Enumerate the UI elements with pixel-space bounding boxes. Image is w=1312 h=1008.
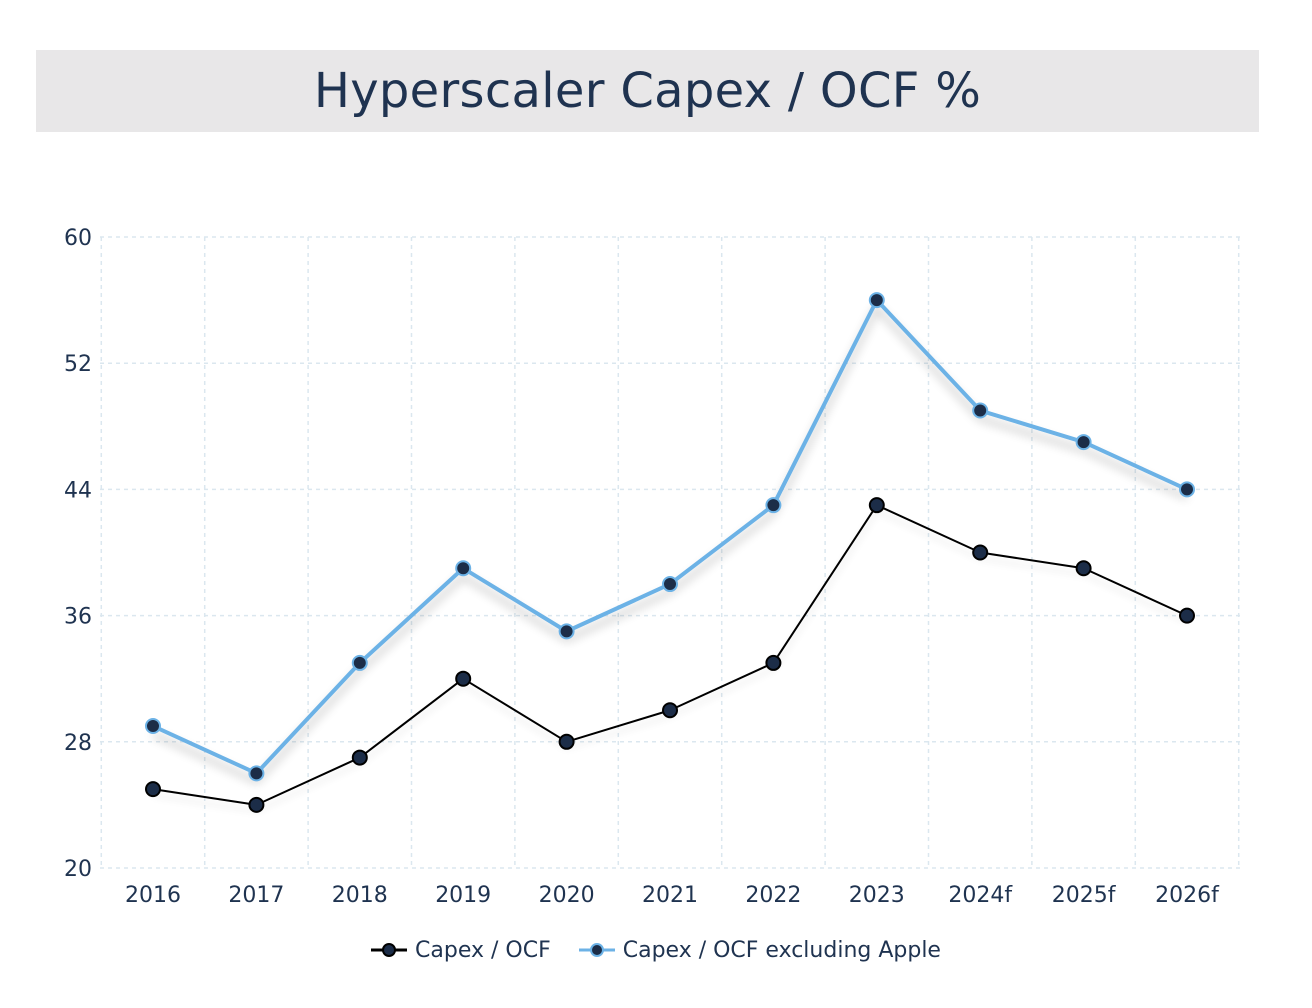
x-tick-label: 2016 [125,883,181,908]
title-band: Hyperscaler Capex / OCF % [36,50,1259,132]
legend-item-series-1[interactable]: Capex / OCF [371,938,551,963]
legend-label-series-1: Capex / OCF [415,937,551,963]
grid-lines [100,236,1240,869]
x-tick-label: 2020 [539,883,595,908]
legend-item-series-2[interactable]: Capex / OCF excluding Apple [578,937,941,963]
x-tick-label: 2017 [228,883,284,908]
y-tick-label: 52 [64,352,92,377]
data-point[interactable] [1075,434,1092,451]
y-tick-label: 44 [64,478,92,503]
legend: Capex / OCF Capex / OCF excluding Apple [0,932,1312,968]
data-point[interactable] [455,670,472,687]
y-tick-label: 20 [64,857,92,882]
data-point[interactable] [1179,607,1195,624]
data-point[interactable] [662,576,678,593]
series-layer [145,292,1195,813]
data-point[interactable] [1075,560,1092,577]
x-tick-label: 2023 [849,883,905,908]
data-point[interactable] [765,654,782,671]
x-tick-label: 2019 [435,883,491,908]
legend-swatch-series-2 [578,943,615,957]
series-1 [145,497,1195,813]
data-point[interactable] [868,497,885,514]
x-tick-label: 2026f [1155,883,1220,908]
x-tick-label: 2018 [332,883,388,908]
data-point[interactable] [1179,481,1195,498]
data-point[interactable] [351,749,368,766]
data-point[interactable] [868,292,885,309]
data-point[interactable] [972,544,989,561]
data-point[interactable] [145,718,161,735]
x-tick-label: 2021 [642,883,698,908]
x-tick-label: 2025f [1052,883,1117,908]
x-tick-label: 2024f [948,883,1013,908]
data-point[interactable] [662,702,678,719]
data-point[interactable] [145,781,161,798]
legend-label-series-2: Capex / OCF excluding Apple [622,937,941,963]
data-point[interactable] [455,560,472,577]
y-tick-label: 60 [64,226,92,251]
axis-labels: 20 28 36 44 52 60 2016 2017 2018 2019 2020 2021 2022… [64,226,1220,908]
data-point[interactable] [972,402,989,419]
data-point[interactable] [558,623,575,640]
data-point[interactable] [765,497,782,514]
chart-title: Hyperscaler Capex / OCF % [313,63,982,119]
y-tick-label: 36 [64,605,92,630]
data-point[interactable] [248,765,265,782]
series-2 [145,292,1195,782]
data-point[interactable] [248,796,265,813]
y-tick-label: 28 [64,731,92,756]
data-point[interactable] [558,733,575,750]
legend-swatch-series-1 [371,943,408,957]
x-tick-label: 2022 [745,883,801,908]
data-point[interactable] [351,654,368,671]
